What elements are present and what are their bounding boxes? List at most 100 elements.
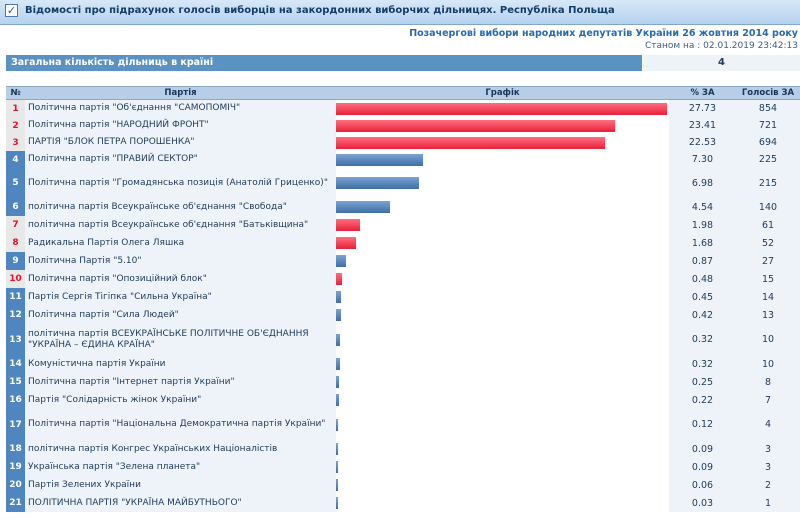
row-number: 3 <box>6 134 25 151</box>
summary-value: 4 <box>643 55 800 71</box>
chart-cell <box>336 476 669 494</box>
bar-18 <box>336 443 338 455</box>
votes-value: 10 <box>736 324 800 355</box>
election-title: Позачергові вибори народних депутатів Ук… <box>409 28 798 39</box>
row-number: 4 <box>6 151 25 168</box>
chart-cell <box>336 373 669 391</box>
party-name: ПАРТІЯ "БЛОК ПЕТРА ПОРОШЕНКА" <box>25 134 336 151</box>
party-name: Політична партія "НАРОДНИЙ ФРОНТ" <box>25 117 336 134</box>
percent-value: 0.12 <box>669 409 736 440</box>
party-name: Радикальна Партія Олега Ляшка <box>25 234 336 252</box>
row-number: 5 <box>6 168 25 198</box>
table-row: 19 Українська партія "Зелена планета" 0.09… <box>6 458 800 477</box>
row-number: 17 <box>6 409 25 440</box>
party-name: Політична партія "Об'єднання "САМОПОМІЧ" <box>25 100 336 117</box>
table-row: 7 політична партія Всеукраїнське об'єднан… <box>6 216 800 235</box>
bar-20 <box>336 479 338 491</box>
row-number: 7 <box>6 216 25 234</box>
chart-cell <box>336 324 669 355</box>
party-name: Політична партія "ПРАВИЙ СЕКТОР" <box>25 151 336 168</box>
bar-2 <box>336 119 616 132</box>
votes-value: 4 <box>736 409 800 440</box>
bar-21 <box>336 497 338 509</box>
percent-value: 0.48 <box>669 270 736 288</box>
party-name: ПОЛІТИЧНА ПАРТІЯ "УКРАЇНА МАЙБУТНЬОГО" <box>25 494 336 512</box>
row-number: 13 <box>6 324 25 355</box>
bar-12 <box>336 309 341 321</box>
bar-13 <box>336 333 340 346</box>
table-row: 16 Партія "Солідарність жінок України" 0.2… <box>6 391 800 410</box>
summary-label: Загальна кількість дільниць в країні <box>6 55 642 71</box>
table-row: 11 Партія Сергія Тігіпка "Сильна Україна"… <box>6 288 800 307</box>
percent-value: 27.73 <box>669 100 736 117</box>
percent-value: 0.09 <box>669 458 736 476</box>
percent-value: 4.54 <box>669 198 736 216</box>
party-name: політична партія ВСЕУКРАЇНСЬКЕ ПОЛІТИЧНЕ… <box>25 324 336 355</box>
table-row: 15 Політична партія "Інтернет партія Укра… <box>6 373 800 392</box>
chart-cell <box>336 198 669 216</box>
percent-value: 0.42 <box>669 306 736 324</box>
chart-cell <box>336 494 669 512</box>
page-title: Відомості про підрахунок голосів виборці… <box>25 5 615 16</box>
bar-17 <box>336 418 338 431</box>
chart-cell <box>336 458 669 476</box>
votes-value: 3 <box>736 458 800 476</box>
votes-value: 215 <box>736 168 800 198</box>
chart-cell <box>336 134 669 151</box>
percent-value: 6.98 <box>669 168 736 198</box>
table-row: 9 Політична Партія "5.10" 0.87 27 <box>6 252 800 271</box>
percent-value: 0.03 <box>669 494 736 512</box>
row-number: 1 <box>6 100 25 117</box>
row-number: 10 <box>6 270 25 288</box>
votes-value: 8 <box>736 373 800 391</box>
votes-value: 3 <box>736 440 800 458</box>
party-name: політична партія Конгрес Українських Нац… <box>25 440 336 458</box>
party-name: Політична партія "Опозиційний блок" <box>25 270 336 288</box>
votes-value: 225 <box>736 151 800 168</box>
chart-cell <box>336 355 669 373</box>
row-number: 19 <box>6 458 25 476</box>
chart-cell <box>336 440 669 458</box>
chart-cell <box>336 288 669 306</box>
bar-14 <box>336 358 340 370</box>
percent-value: 1.98 <box>669 216 736 234</box>
chart-cell <box>336 234 669 252</box>
table-row: 18 політична партія Конгрес Українських Н… <box>6 440 800 459</box>
votes-value: 694 <box>736 134 800 151</box>
row-number: 9 <box>6 252 25 270</box>
chart-cell <box>336 216 669 234</box>
votes-value: 140 <box>736 198 800 216</box>
table-row: 5 Політична партія "Громадянська позиція … <box>6 168 800 199</box>
percent-value: 22.53 <box>669 134 736 151</box>
header-party: Партія <box>164 88 197 98</box>
percent-value: 0.45 <box>669 288 736 306</box>
chart-cell <box>336 252 669 270</box>
row-number: 20 <box>6 476 25 494</box>
bar-5 <box>336 177 420 189</box>
bar-6 <box>336 201 391 213</box>
bar-19 <box>336 461 338 473</box>
table-row: 13 політична партія ВСЕУКРАЇНСЬКЕ ПОЛІТИЧ… <box>6 324 800 356</box>
checkbox-icon: ✓ <box>5 4 18 17</box>
votes-value: 2 <box>736 476 800 494</box>
party-name: Політична партія "Сила Людей" <box>25 306 336 324</box>
bar-8 <box>336 237 357 249</box>
party-name: Комуністична партія України <box>25 355 336 373</box>
bar-3 <box>336 136 605 149</box>
party-name: Партія "Солідарність жінок України" <box>25 391 336 409</box>
timestamp: Станом на : 02.01.2019 23:42:13 <box>644 41 798 51</box>
chart-cell <box>336 270 669 288</box>
table-row: 20 Партія Зелених України 0.06 2 <box>6 476 800 495</box>
votes-value: 721 <box>736 117 800 134</box>
party-name: Політична Партія "5.10" <box>25 252 336 270</box>
votes-value: 52 <box>736 234 800 252</box>
bar-10 <box>336 273 342 285</box>
party-name: Українська партія "Зелена планета" <box>25 458 336 476</box>
votes-value: 15 <box>736 270 800 288</box>
bar-1 <box>336 102 667 115</box>
chart-cell <box>336 117 669 134</box>
votes-value: 854 <box>736 100 800 117</box>
percent-value: 1.68 <box>669 234 736 252</box>
party-name: Партія Зелених України <box>25 476 336 494</box>
percent-value: 0.22 <box>669 391 736 409</box>
